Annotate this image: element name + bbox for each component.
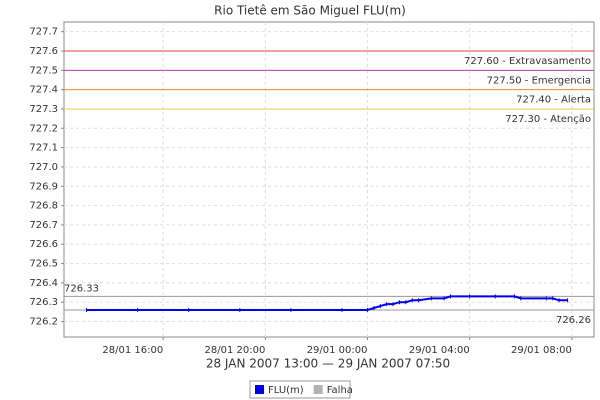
y-tick-label: 726.8 bbox=[29, 201, 58, 212]
y-tick-label: 727.6 bbox=[29, 46, 58, 57]
threshold-label: 727.60 - Extravasamento bbox=[464, 56, 591, 67]
y-tick-label: 726.5 bbox=[29, 259, 58, 270]
y-tick-label: 727.1 bbox=[29, 143, 58, 154]
y-tick-label: 727.3 bbox=[29, 104, 58, 115]
x-tick-label: 29/01 00:00 bbox=[307, 345, 368, 356]
legend-label: FLU(m) bbox=[268, 385, 304, 396]
legend-box bbox=[249, 380, 351, 399]
threshold-label: 727.50 - Emergencia bbox=[487, 75, 591, 86]
threshold-label: 727.40 - Alerta bbox=[516, 95, 591, 106]
x-tick-label: 28/01 20:00 bbox=[205, 345, 266, 356]
y-tick-label: 727.2 bbox=[29, 123, 58, 134]
y-tick-label: 727.5 bbox=[29, 65, 58, 76]
legend-label: Falha bbox=[327, 385, 353, 396]
y-tick-label: 726.3 bbox=[29, 297, 58, 308]
x-axis-label: 28 JAN 2007 13:00 — 29 JAN 2007 07:50 bbox=[206, 357, 450, 371]
x-tick-label: 29/01 04:00 bbox=[409, 345, 470, 356]
y-tick-label: 726.9 bbox=[29, 181, 58, 192]
threshold-label: 727.30 - Atenção bbox=[505, 114, 591, 125]
y-tick-label: 726.2 bbox=[29, 317, 58, 328]
min-label: 726.26 bbox=[556, 315, 591, 326]
data-line bbox=[86, 295, 568, 311]
y-tick-label: 727.7 bbox=[29, 27, 58, 38]
y-tick-label: 727.0 bbox=[29, 162, 58, 173]
chart-title: Rio Tietê em São Miguel FLU(m) bbox=[214, 4, 406, 18]
x-tick-label: 28/01 16:00 bbox=[102, 345, 163, 356]
legend-swatch bbox=[255, 385, 264, 394]
y-tick-label: 726.7 bbox=[29, 220, 58, 231]
legend-swatch bbox=[313, 385, 323, 394]
y-tick-label: 726.6 bbox=[29, 239, 58, 250]
y-tick-label: 727.4 bbox=[29, 85, 58, 96]
max-label: 726.33 bbox=[64, 283, 99, 294]
y-tick-label: 726.4 bbox=[29, 278, 58, 289]
plot-area bbox=[63, 21, 595, 338]
x-tick-label: 29/01 08:00 bbox=[511, 345, 572, 356]
